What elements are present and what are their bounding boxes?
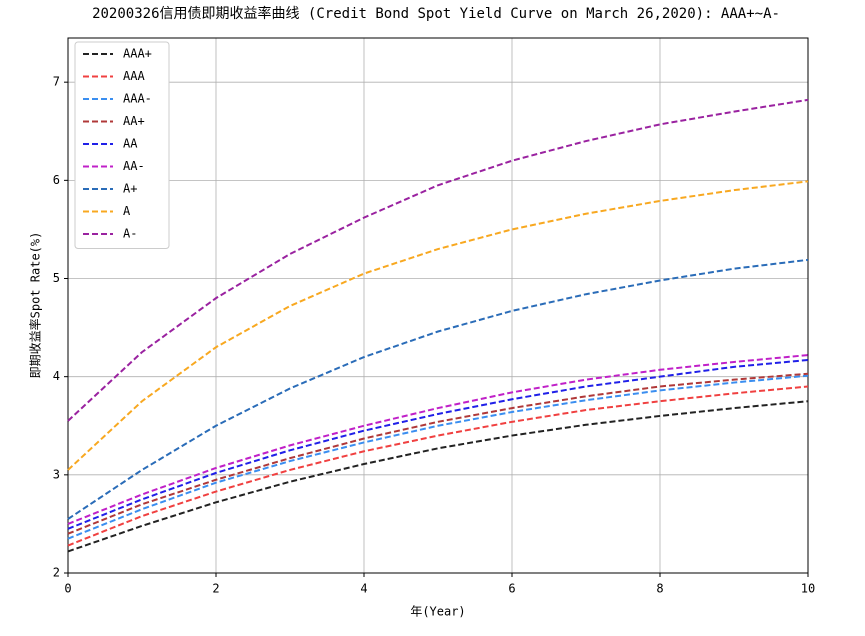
series-line — [67, 180, 809, 471]
legend-label: AAA- — [123, 92, 152, 106]
legend-label: AAA+ — [123, 47, 152, 61]
y-tick-label: 7 — [53, 75, 60, 89]
legend-label: A- — [123, 227, 137, 241]
series-line — [67, 374, 809, 540]
legend-label: AA+ — [123, 114, 145, 128]
x-tick-label: 2 — [212, 582, 219, 596]
legend-label: A — [123, 204, 131, 218]
x-tick-label: 4 — [360, 582, 367, 596]
y-tick-label: 2 — [53, 566, 60, 580]
y-tick-label: 3 — [53, 467, 60, 481]
legend-box — [74, 41, 170, 249]
y-tick-label: 4 — [53, 369, 60, 383]
chart-title: 20200326信用债即期收益率曲线 (Credit Bond Spot Yie… — [92, 5, 780, 22]
y-tick-label: 5 — [53, 271, 60, 285]
legend-label: AA — [123, 137, 138, 151]
series-line — [67, 258, 809, 520]
series-line — [67, 354, 809, 525]
x-axis-label: 年(Year) — [410, 605, 465, 619]
series-line — [67, 358, 809, 530]
plot-frame — [67, 37, 809, 574]
legend-label: A+ — [123, 182, 137, 196]
x-tick-label: 8 — [656, 582, 663, 596]
series-line — [67, 385, 809, 547]
y-axis-label: 即期收益率Spot Rate(%) — [28, 232, 43, 379]
legend-label: AA- — [123, 159, 145, 173]
x-tick-label: 6 — [508, 582, 515, 596]
legend-label: AAA — [123, 69, 145, 83]
x-tick-label: 0 — [64, 582, 71, 596]
x-tick-label: 10 — [801, 582, 815, 596]
series-line — [67, 98, 809, 422]
series-line — [67, 400, 809, 553]
y-tick-label: 6 — [53, 173, 60, 187]
series-line — [67, 372, 809, 535]
